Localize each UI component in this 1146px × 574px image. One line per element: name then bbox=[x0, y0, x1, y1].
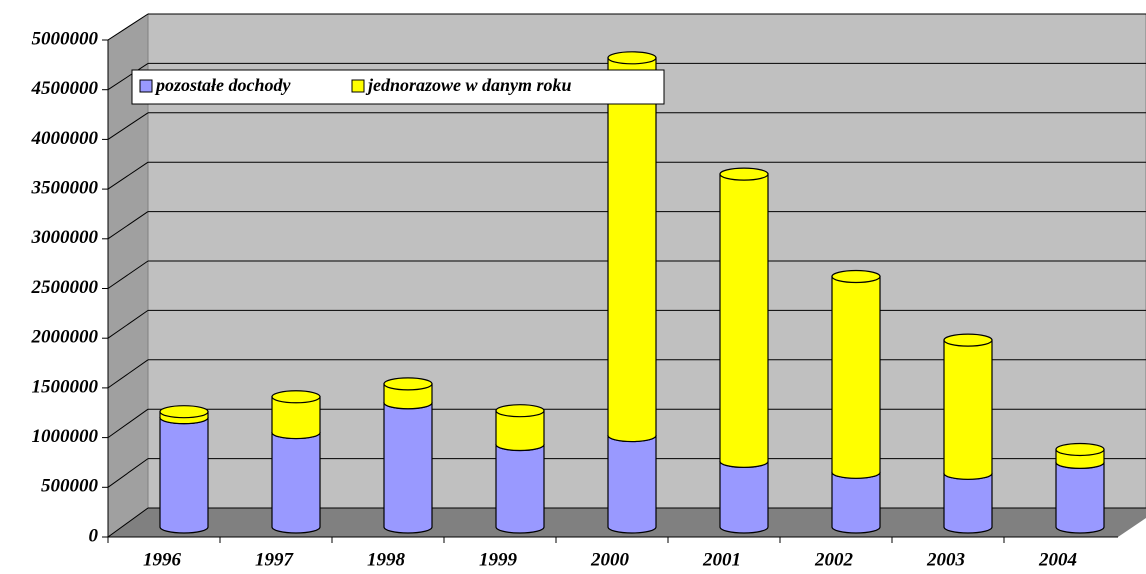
cylinder-top bbox=[1055, 442, 1105, 457]
y-tick-label: 4500000 bbox=[31, 78, 99, 99]
y-tick-label: 2500000 bbox=[31, 277, 99, 298]
x-tick-label: 1997 bbox=[255, 549, 295, 570]
x-tick-label: 2000 bbox=[590, 549, 630, 570]
x-tick-label: 2003 bbox=[926, 549, 965, 570]
cylinder-body bbox=[943, 472, 993, 534]
cylinder-body bbox=[271, 396, 321, 440]
grid-line bbox=[107, 507, 149, 538]
grid-line bbox=[107, 408, 149, 439]
cylinder-body bbox=[607, 57, 657, 443]
cylinder-body bbox=[383, 402, 433, 534]
grid-line bbox=[107, 458, 149, 488]
cylinder-body bbox=[719, 173, 769, 468]
x-tick-label: 2001 bbox=[702, 549, 741, 570]
cylinder-body bbox=[495, 410, 545, 452]
legend-label: pozostałe dochody bbox=[154, 75, 292, 95]
grid-line bbox=[107, 211, 149, 240]
x-tick-label: 1999 bbox=[479, 549, 518, 570]
y-tick-label: 2000000 bbox=[31, 327, 99, 348]
grid-line bbox=[107, 161, 149, 190]
cylinder-top bbox=[383, 377, 433, 391]
cylinder-body bbox=[1055, 461, 1105, 534]
grid-line bbox=[107, 309, 149, 339]
x-tick-label: 1998 bbox=[367, 549, 406, 570]
grid-line bbox=[107, 13, 149, 41]
marks bbox=[159, 51, 1105, 534]
legend-label: jednorazowe w danym roku bbox=[365, 75, 572, 95]
x-tick-label: 1996 bbox=[143, 549, 182, 570]
y-tick-label: 3500000 bbox=[31, 177, 99, 198]
y-tick-label: 5000000 bbox=[32, 28, 99, 49]
cylinder-body bbox=[607, 434, 657, 534]
cylinder-top bbox=[159, 405, 209, 419]
legend-swatch bbox=[351, 79, 365, 93]
legend-swatch bbox=[139, 79, 153, 93]
grid-line bbox=[107, 260, 149, 289]
legend-box bbox=[131, 69, 665, 105]
grid-line bbox=[107, 62, 149, 91]
y-tick-label: 0 bbox=[89, 525, 99, 546]
cylinder-top bbox=[495, 404, 545, 418]
x-tick-label: 2002 bbox=[814, 549, 854, 570]
cylinder-body bbox=[943, 339, 993, 480]
y-tick-label: 1500000 bbox=[32, 376, 99, 397]
cylinder-top bbox=[719, 167, 769, 181]
x-tick-label: 2004 bbox=[1038, 549, 1077, 570]
cylinder-body bbox=[719, 460, 769, 534]
y-tick-label: 1000000 bbox=[32, 426, 99, 447]
y-tick-label: 3000000 bbox=[31, 227, 99, 248]
y-tick-label: 500000 bbox=[41, 476, 99, 497]
cylinder-top bbox=[271, 390, 321, 404]
grid-line bbox=[107, 112, 149, 140]
cylinder-body bbox=[831, 471, 881, 534]
cylinder-top bbox=[943, 333, 993, 347]
cylinder-top bbox=[607, 51, 657, 65]
y-tick-label: 4000000 bbox=[31, 128, 99, 149]
legend: pozostałe dochody jednorazowe w danym ro… bbox=[131, 69, 665, 105]
grid-line bbox=[107, 359, 149, 389]
cylinder-top bbox=[831, 269, 881, 284]
cylinder-body bbox=[383, 383, 433, 410]
cylinder-body bbox=[495, 443, 545, 534]
cylinder-body bbox=[159, 417, 209, 534]
cylinder-body bbox=[831, 275, 881, 479]
cylinder-body bbox=[271, 431, 321, 534]
